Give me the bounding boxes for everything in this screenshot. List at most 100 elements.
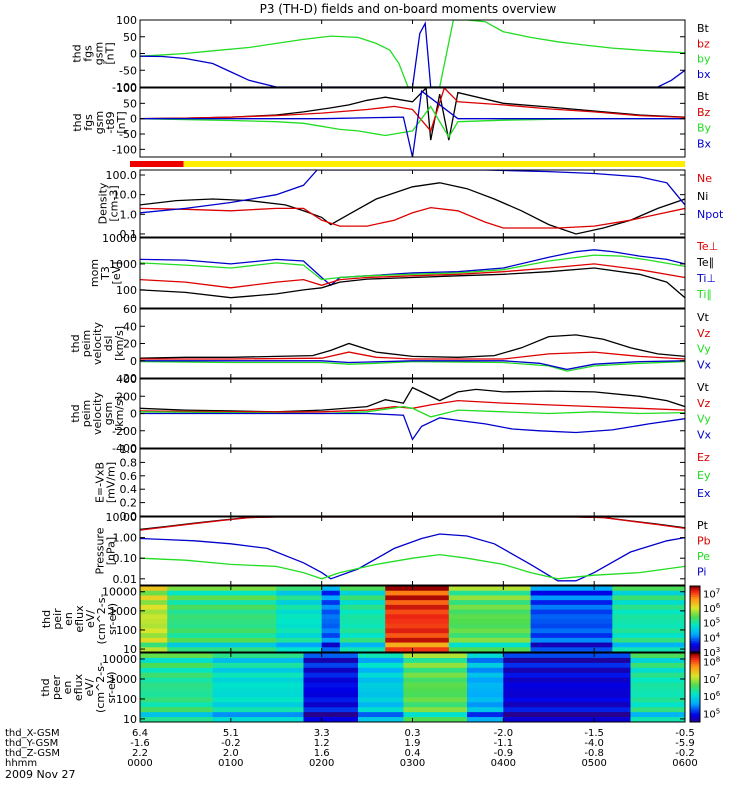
heat-cell <box>140 692 214 698</box>
heat-cell <box>276 604 323 611</box>
colorbar-swatch <box>690 597 700 600</box>
heat-cell <box>303 712 359 718</box>
colorbar-swatch <box>690 638 700 642</box>
heat-cell <box>140 647 168 652</box>
legend-entry: Ni <box>697 190 708 203</box>
ytick-label: 0 <box>130 48 137 61</box>
series-line-Bx <box>140 89 685 157</box>
heat-cell <box>403 717 468 722</box>
heat-cell <box>167 623 277 630</box>
colorbar-frame <box>689 585 701 653</box>
legend-entry: Ne <box>697 172 712 185</box>
ytick-label: 0 <box>130 113 137 126</box>
series-line-Ti⊥ <box>140 249 685 287</box>
colorbar-swatch <box>690 685 700 688</box>
colorbar-tick-label: 106 <box>703 690 721 703</box>
series-line-Vx <box>140 412 685 441</box>
legend-entry: Vt <box>697 381 710 394</box>
mode-bar-yellow <box>183 161 685 167</box>
series-group-mom_t3 <box>140 249 685 299</box>
heat-cell <box>467 653 504 659</box>
colorbar-swatch <box>690 719 700 723</box>
heat-cell <box>448 633 532 639</box>
colorbar-swatch <box>690 659 700 663</box>
heat-cell <box>303 662 359 669</box>
heat-cell <box>448 619 532 625</box>
heat-cell <box>339 647 386 652</box>
colorbar-swatch <box>690 678 700 682</box>
heat-cell <box>303 702 359 708</box>
series-line-Npot <box>140 170 685 214</box>
colorbar-swatch <box>690 673 700 677</box>
heat-cell <box>212 717 305 722</box>
heat-cell <box>303 653 359 659</box>
heat-cell <box>276 614 323 620</box>
heat-cell <box>358 662 405 669</box>
legend-entry: Pi <box>697 566 706 579</box>
colorbar-swatch <box>690 692 700 695</box>
ytick-label: 400 <box>116 373 137 386</box>
ylabel-line: [cm-3] <box>108 185 121 221</box>
ylabel-line: peer <box>50 675 63 701</box>
ylabel-line: Density <box>97 182 110 224</box>
ylabel-line: thd <box>71 113 84 131</box>
colorbar-swatch <box>690 694 700 698</box>
ytick-label: 10000 <box>102 653 137 666</box>
heat-cell <box>167 637 277 644</box>
ytick-label: -100 <box>112 81 137 94</box>
heat-cell <box>140 662 214 669</box>
heat-cell <box>612 595 685 601</box>
colorbar-swatch <box>690 708 700 711</box>
ytick-label: -20 <box>119 372 137 385</box>
colorbar-swatch <box>690 599 700 602</box>
spectrogram-elec_spec <box>140 653 685 722</box>
colorbar-swatch <box>690 614 700 618</box>
heat-cell <box>612 586 685 592</box>
colorbar-swatch <box>690 669 700 672</box>
heat-cell <box>167 642 277 648</box>
heat-cell <box>276 642 323 648</box>
ephemeris-value: -0.8 <box>584 748 604 759</box>
heat-cell <box>303 657 359 664</box>
heat-cell <box>467 702 504 708</box>
heat-cell <box>321 623 341 630</box>
heat-cell <box>140 697 214 703</box>
heat-cell <box>612 604 685 611</box>
ytick-label: -400 <box>112 442 137 455</box>
colorbar-swatch <box>690 680 700 684</box>
ytick-label: 0.0 <box>120 510 138 523</box>
heat-cell <box>140 633 168 639</box>
heat-cell <box>448 614 532 620</box>
heat-cell <box>612 628 685 634</box>
ephemeris-label: hhmm <box>5 758 37 769</box>
heat-cell <box>503 692 632 698</box>
heat-cell <box>448 590 532 597</box>
colorbar-swatch <box>690 588 700 591</box>
heat-cell <box>212 653 305 659</box>
heat-cell <box>403 687 468 694</box>
colorbar-swatch <box>690 592 700 596</box>
ylabel-line: gsm <box>93 42 106 65</box>
heat-cell <box>321 619 341 625</box>
heat-cell <box>339 637 386 644</box>
colorbar-swatch <box>690 634 700 638</box>
ephemeris-value: 2.0 <box>223 748 239 759</box>
heat-cell <box>167 600 277 606</box>
ephemeris-value: 0500 <box>581 758 606 769</box>
ephemeris-value: 0.3 <box>405 728 421 739</box>
legend-entry: Vy <box>697 413 711 426</box>
ylabel-line: eV/ <box>84 610 97 628</box>
heat-cell <box>339 595 386 601</box>
colorbar-frame <box>689 652 701 723</box>
heat-cell <box>530 595 613 601</box>
colorbar-swatch <box>690 696 700 700</box>
series-line-Ni <box>140 182 685 235</box>
spectrogram-ion_spec <box>140 586 685 652</box>
ephemeris-value: -0.2 <box>675 748 695 759</box>
heat-cell <box>167 633 277 639</box>
heat-cell <box>167 619 277 625</box>
heat-cell <box>530 619 613 625</box>
legend-entry: Vz <box>697 327 711 340</box>
ephemeris-label: thd_Z-GSM <box>5 748 60 759</box>
heat-cell <box>212 672 305 679</box>
